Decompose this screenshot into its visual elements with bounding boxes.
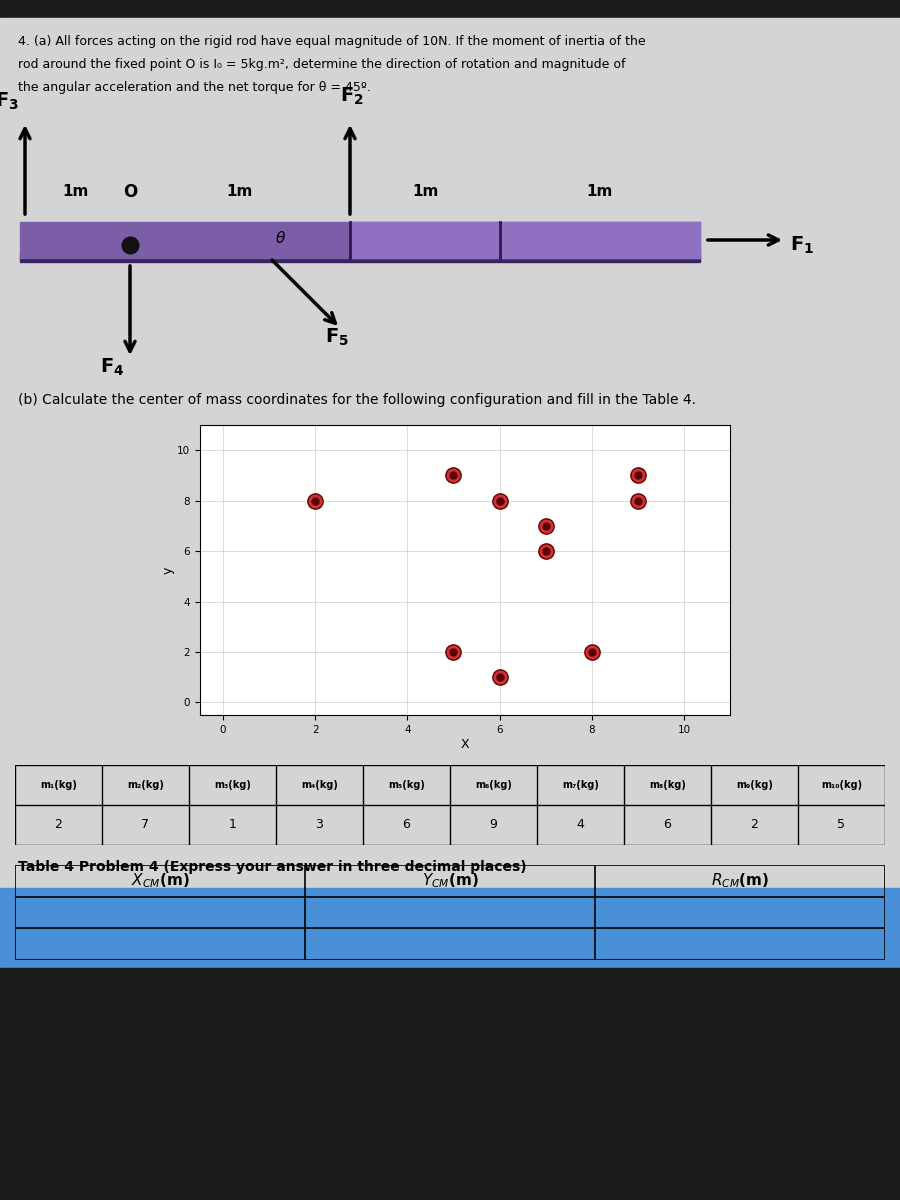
- Text: $\theta$: $\theta$: [275, 230, 286, 246]
- Text: $Y_{CM}$(m): $Y_{CM}$(m): [421, 871, 479, 890]
- Bar: [0, 18, 900, 888]
- Bar: [0, 888, 900, 968]
- Text: m₂(kg): m₂(kg): [127, 780, 164, 790]
- Bar: [20, 254, 700, 262]
- Text: 2: 2: [55, 818, 62, 832]
- Text: m₈(kg): m₈(kg): [649, 780, 686, 790]
- Text: 1m: 1m: [227, 185, 253, 199]
- Text: $\mathbf{F_3}$: $\mathbf{F_3}$: [0, 91, 19, 113]
- Text: m₁₀(kg): m₁₀(kg): [821, 780, 862, 790]
- Text: 1m: 1m: [412, 185, 438, 199]
- Text: m₃(kg): m₃(kg): [214, 780, 251, 790]
- Text: Table 4 Problem 4 (Express your answer in three decimal places): Table 4 Problem 4 (Express your answer i…: [18, 860, 526, 874]
- Text: $R_{CM}$(m): $R_{CM}$(m): [711, 871, 770, 890]
- Text: $X_{CM}$(m): $X_{CM}$(m): [130, 871, 189, 890]
- Text: $\mathbf{F_1}$: $\mathbf{F_1}$: [790, 234, 815, 256]
- Text: O: O: [123, 182, 137, 200]
- Text: 2: 2: [751, 818, 759, 832]
- Text: 9: 9: [490, 818, 498, 832]
- Text: m₆(kg): m₆(kg): [475, 780, 512, 790]
- Text: 7: 7: [141, 818, 149, 832]
- Text: 6: 6: [663, 818, 671, 832]
- Text: $\mathbf{F_4}$: $\mathbf{F_4}$: [100, 358, 124, 378]
- Text: 3: 3: [316, 818, 323, 832]
- Text: m₄(kg): m₄(kg): [302, 780, 338, 790]
- Text: 4: 4: [577, 818, 584, 832]
- Text: m₁(kg): m₁(kg): [40, 780, 76, 790]
- Bar: [350, 222, 700, 258]
- Y-axis label: y: y: [161, 566, 175, 574]
- Text: rod around the fixed point O is I₀ = 5kg.m², determine the direction of rotation: rod around the fixed point O is I₀ = 5kg…: [18, 58, 625, 71]
- Bar: [0, 968, 900, 1200]
- Text: m₉(kg): m₉(kg): [736, 780, 773, 790]
- Text: (b) Calculate the center of mass coordinates for the following configuration and: (b) Calculate the center of mass coordin…: [18, 392, 696, 407]
- Text: $\mathbf{F_2}$: $\mathbf{F_2}$: [340, 86, 364, 107]
- Text: the angular acceleration and the net torque for θ = 45º.: the angular acceleration and the net tor…: [18, 80, 371, 94]
- X-axis label: X: X: [461, 738, 469, 750]
- Bar: [20, 222, 700, 258]
- Text: 6: 6: [402, 818, 410, 832]
- Text: 1m: 1m: [62, 185, 88, 199]
- Text: 5: 5: [838, 818, 845, 832]
- Text: $\mathbf{F_5}$: $\mathbf{F_5}$: [325, 326, 349, 348]
- Text: m₅(kg): m₅(kg): [388, 780, 425, 790]
- Text: 1m: 1m: [587, 185, 613, 199]
- Text: 4. (a) All forces acting on the rigid rod have equal magnitude of 10N. If the mo: 4. (a) All forces acting on the rigid ro…: [18, 35, 645, 48]
- Bar: [0, 0, 900, 18]
- Text: m₇(kg): m₇(kg): [562, 780, 598, 790]
- Text: 1: 1: [229, 818, 237, 832]
